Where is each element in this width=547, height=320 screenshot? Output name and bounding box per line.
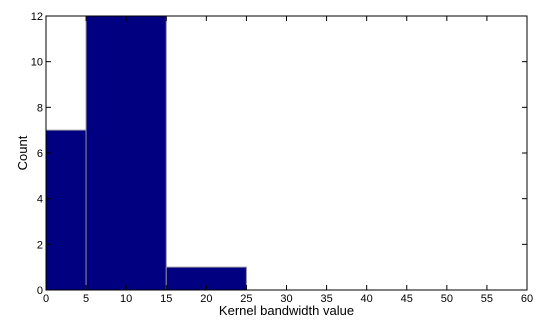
x-tick-label: 55 — [481, 293, 493, 305]
x-tick-label: 35 — [320, 293, 332, 305]
y-tick-label: 6 — [37, 148, 43, 160]
y-tick-label: 12 — [31, 11, 43, 23]
y-tick-label: 0 — [37, 285, 43, 297]
x-tick-label: 30 — [280, 293, 292, 305]
x-axis-title: Kernel bandwidth value — [219, 303, 354, 318]
y-tick-label: 10 — [31, 57, 43, 69]
histogram-bar — [45, 129, 87, 291]
x-axis-ticks: 0 5 10 15 20 25 30 35 40 45 50 55 60 — [43, 16, 533, 305]
histogram-bar — [85, 15, 167, 291]
x-tick-label: 20 — [200, 293, 212, 305]
x-tick-label: 10 — [120, 293, 132, 305]
y-tick-label: 8 — [37, 102, 43, 114]
bars-layer — [45, 15, 247, 291]
y-tick-label: 4 — [37, 194, 43, 206]
x-tick-label: 40 — [361, 293, 373, 305]
x-tick-label: 0 — [43, 293, 49, 305]
y-tick-label: 2 — [37, 239, 43, 251]
x-tick-label: 45 — [401, 293, 413, 305]
x-tick-label: 50 — [441, 293, 453, 305]
x-tick-label: 15 — [160, 293, 172, 305]
y-axis-ticks: 0 2 4 6 8 10 12 — [31, 11, 527, 297]
x-tick-label: 5 — [83, 293, 89, 305]
y-axis-title: Count — [15, 135, 30, 170]
x-tick-label: 60 — [521, 293, 533, 305]
x-tick-label: 25 — [240, 293, 252, 305]
